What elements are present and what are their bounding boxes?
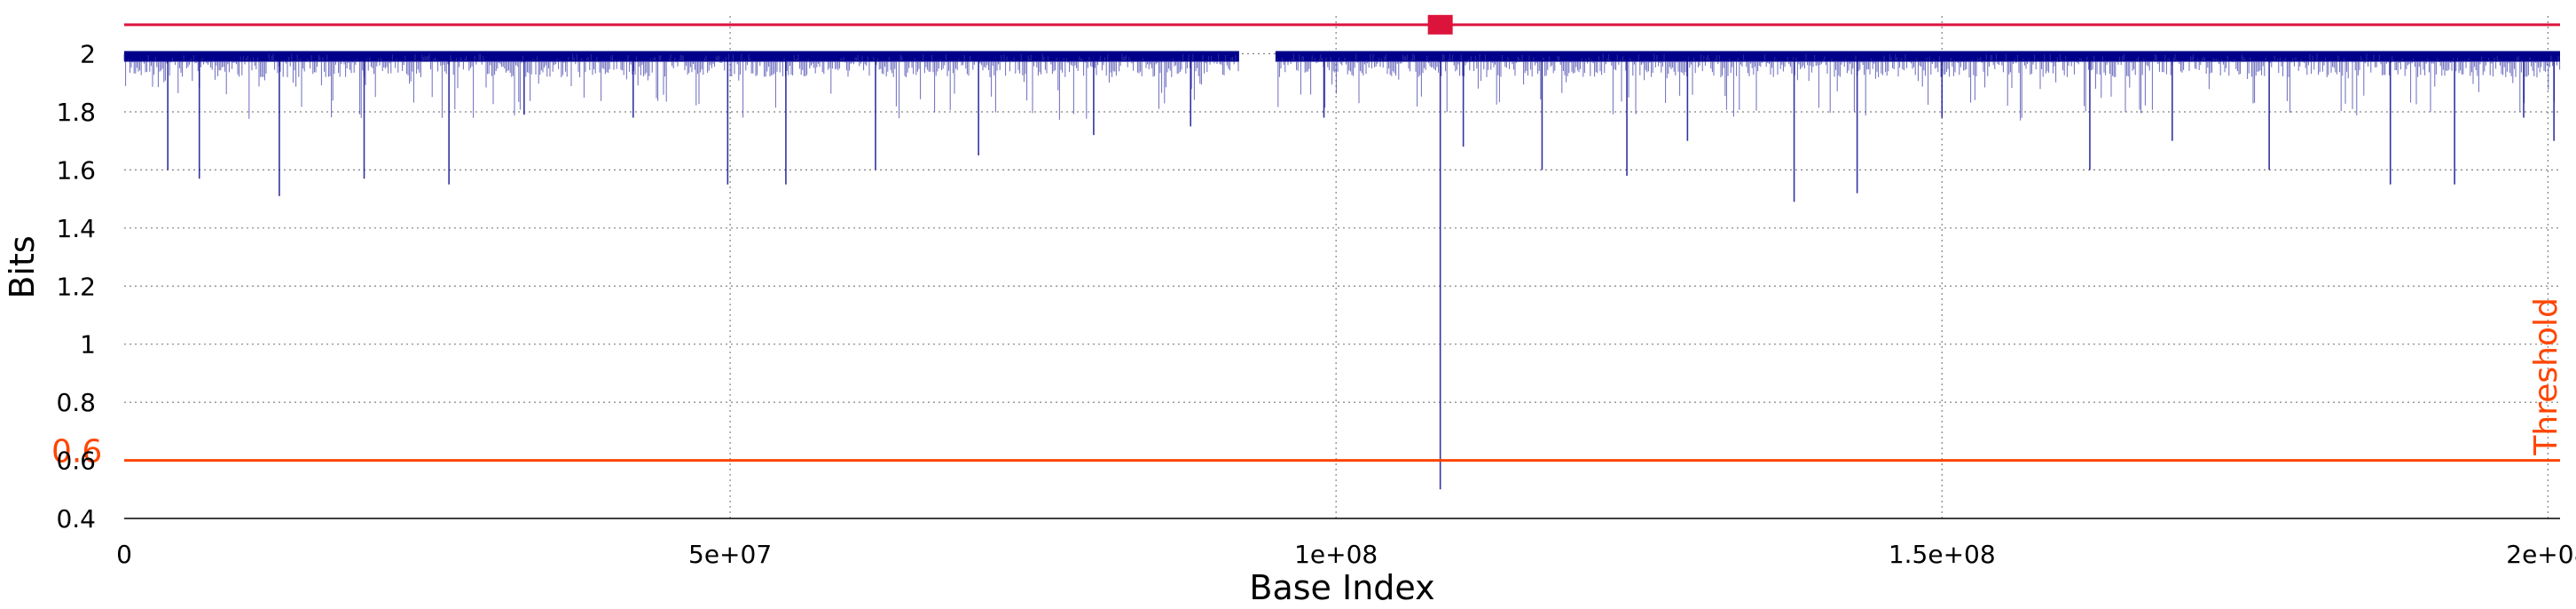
series-band: [1275, 51, 2560, 62]
y-tick-label: 1.8: [56, 98, 96, 127]
y-tick-label: 0.4: [56, 504, 96, 534]
x-tick-label: 5e+07: [688, 540, 772, 569]
y-tick-label: 1.2: [56, 272, 96, 301]
y-tick-label: 2: [80, 40, 96, 69]
x-tick-label: 2e+08: [2506, 540, 2576, 569]
threshold-line-group: 0.6 Threshold: [51, 297, 2564, 470]
top-reference: [124, 14, 2560, 35]
x-tick-label: 1.5e+08: [1889, 540, 1996, 569]
x-tick-labels: 0 5e+07 1e+08 1.5e+08 2e+08: [116, 540, 2576, 569]
threshold-value-label: 0.6: [51, 434, 102, 471]
y-tick-label: 1.6: [56, 155, 96, 185]
series-noise: [123, 53, 2561, 121]
y-tick-label: 1.4: [56, 214, 96, 243]
x-tick-label: 1e+08: [1294, 540, 1378, 569]
series-bits: [123, 51, 2561, 490]
y-tick-label: 0.6: [56, 447, 96, 476]
y-tick-label: 0.8: [56, 388, 96, 417]
x-tick-label: 0: [116, 540, 132, 569]
threshold-annotation: Threshold: [2528, 297, 2564, 455]
x-axis-title: Base Index: [1249, 568, 1434, 607]
y-tick-labels: 0.4 0.6 0.8 1 1.2 1.4 1.6 1.8 2: [56, 40, 96, 534]
y-axis-title: Bits: [3, 235, 42, 298]
grid-lines: [124, 16, 2560, 518]
y-tick-label: 1: [80, 330, 96, 360]
top-reference-marker: [1427, 14, 1453, 35]
